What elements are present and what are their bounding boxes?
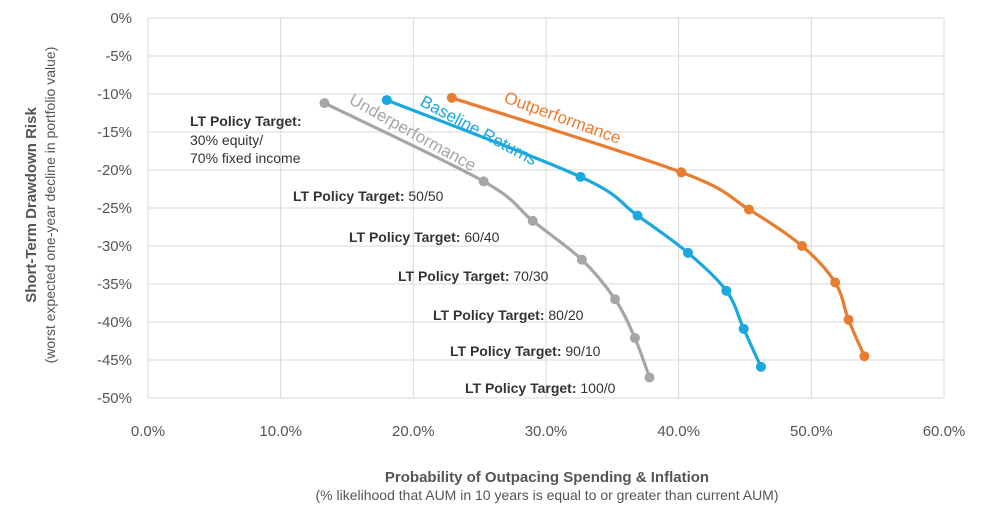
data-point-underperformance <box>609 294 620 305</box>
annotation-50-50-heading: LT Policy Target: <box>293 188 405 204</box>
grid-layer <box>147 17 945 399</box>
x-tick-label: 40.0% <box>657 423 700 440</box>
annotation-60-40-mix: 60/40 <box>464 229 499 245</box>
annotation-60-40-heading: LT Policy Target: <box>349 229 461 245</box>
x-axis-title: Probability of Outpacing Spending & Infl… <box>385 469 709 486</box>
annotation-100-0: LT Policy Target: 100/0 <box>465 380 616 396</box>
data-point-outperformance <box>859 351 870 362</box>
y-tick-label: -20% <box>97 162 132 179</box>
annotation-60-40: LT Policy Target: 60/40 <box>349 229 500 245</box>
annotation-30-70-line1: 30% equity/ <box>190 132 263 148</box>
data-point-outperformance <box>830 277 841 288</box>
annotation-90-10: LT Policy Target: 90/10 <box>450 343 601 359</box>
annotation-90-10-heading: LT Policy Target: <box>450 343 562 359</box>
x-tick-labels: 0.0% 10.0% 20.0% 30.0% 40.0% 50.0% 60.0% <box>131 423 965 440</box>
annotation-50-50-mix: 50/50 <box>408 188 443 204</box>
data-point-underperformance <box>319 98 330 109</box>
y-tick-label: -35% <box>97 276 132 293</box>
data-point-outperformance <box>676 167 687 178</box>
x-tick-label: 10.0% <box>259 423 302 440</box>
y-tick-label: -15% <box>97 124 132 141</box>
x-tick-label: 20.0% <box>392 423 435 440</box>
data-point-baseline-returns <box>575 171 586 182</box>
annotation-100-0-mix: 100/0 <box>580 380 615 396</box>
y-tick-label: -45% <box>97 352 132 369</box>
annotation-30-70-heading: LT Policy Target: <box>190 113 302 129</box>
data-point-outperformance <box>797 241 808 251</box>
data-point-underperformance <box>527 215 538 226</box>
annotation-90-10-mix: 90/10 <box>565 343 600 359</box>
data-point-outperformance <box>843 314 854 325</box>
x-tick-label: 30.0% <box>525 423 568 440</box>
data-point-underperformance <box>478 176 489 187</box>
annotation-70-30-mix: 70/30 <box>513 268 548 284</box>
annotation-70-30: LT Policy Target: 70/30 <box>398 268 549 284</box>
data-point-baseline-returns <box>755 361 766 372</box>
data-point-outperformance <box>743 204 754 215</box>
annotation-80-20: LT Policy Target: 80/20 <box>433 307 584 323</box>
y-axis-title: Short-Term Drawdown Risk <box>23 107 40 303</box>
data-point-baseline-returns <box>721 285 732 296</box>
y-axis-subtitle: (worst expected one-year decline in port… <box>42 47 58 364</box>
y-tick-label: 0% <box>110 10 132 27</box>
data-point-outperformance <box>446 92 457 103</box>
x-tick-label: 50.0% <box>790 423 833 440</box>
y-tick-label: -30% <box>97 238 132 255</box>
data-point-underperformance <box>644 372 655 383</box>
annotation-50-50: LT Policy Target: 50/50 <box>293 188 444 204</box>
y-tick-labels: 0% -5% -10% -15% -20% -25% -30% -35% -40% -45% -50… <box>97 10 132 407</box>
y-tick-label: -40% <box>97 314 132 331</box>
data-point-underperformance <box>629 332 640 343</box>
x-tick-label: 0.0% <box>131 423 165 440</box>
annotation-100-0-heading: LT Policy Target: <box>465 380 577 396</box>
data-point-baseline-returns <box>381 95 392 106</box>
y-tick-label: -10% <box>97 86 132 103</box>
x-axis-subtitle: (% likelihood that AUM in 10 years is eq… <box>316 487 779 503</box>
annotation-80-20-mix: 80/20 <box>548 307 583 323</box>
annotation-80-20-heading: LT Policy Target: <box>433 307 545 323</box>
series-label-underperformance: Underperformance <box>346 90 479 175</box>
x-tick-label: 60.0% <box>923 423 966 440</box>
data-point-baseline-returns <box>682 247 693 258</box>
series-layer <box>319 92 870 383</box>
y-tick-label: -50% <box>97 390 132 407</box>
y-tick-label: -25% <box>97 200 132 217</box>
data-point-baseline-returns <box>632 210 643 221</box>
y-tick-label: -5% <box>105 48 132 65</box>
data-point-baseline-returns <box>738 323 749 334</box>
annotation-70-30-heading: LT Policy Target: <box>398 268 510 284</box>
annotation-30-70-line2: 70% fixed income <box>190 150 301 166</box>
data-point-underperformance <box>576 254 587 265</box>
